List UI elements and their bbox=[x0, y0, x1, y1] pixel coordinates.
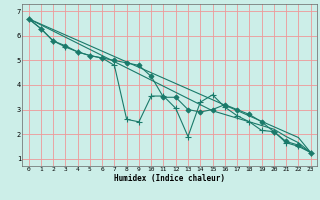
X-axis label: Humidex (Indice chaleur): Humidex (Indice chaleur) bbox=[114, 174, 225, 183]
